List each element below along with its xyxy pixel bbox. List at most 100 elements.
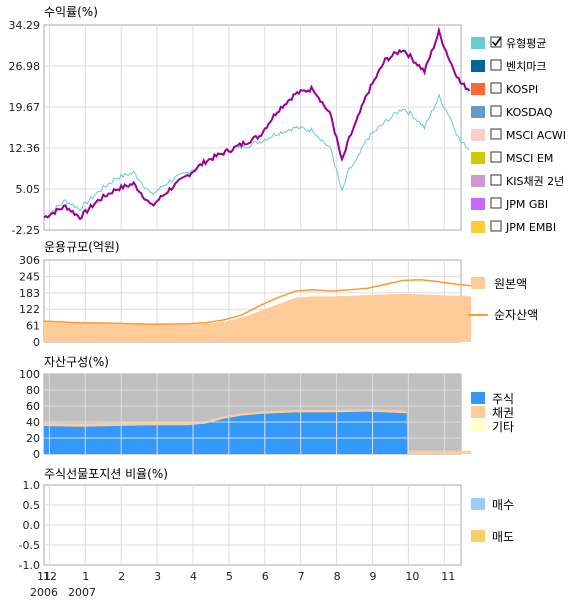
legend-checkbox[interactable] [490,174,502,186]
legend-swatch [471,106,485,118]
principal-area [44,293,472,342]
legend-label: 순자산액 [494,308,538,322]
y-tick-label: 34.29 [9,19,41,32]
y-tick-label: 0 [33,336,40,349]
y-tick-label: 306 [19,254,40,267]
legend-checkbox[interactable] [490,128,502,140]
x-tick-label: 10 [405,570,419,583]
y-tick-label: 19.67 [9,101,41,114]
legend-swatch [471,60,485,72]
y-tick-label: 183 [19,287,40,300]
aum-y-ticks: 306 245 183 122 61 0 [19,254,40,349]
x-tick-label: 6 [262,570,269,583]
x-tick-label: 1 [82,570,89,583]
legend-swatch [471,498,485,510]
legend-swatch [471,175,485,187]
legend-checkbox[interactable] [490,59,502,71]
legend-checkbox[interactable] [490,220,502,232]
returns-lines [43,26,471,221]
y-tick-label: 12.36 [9,142,41,155]
x-tick-label: 2 [118,570,125,583]
legend-label: 원본액 [494,277,527,291]
x-tick-label: 11 [441,570,455,583]
legend-label: KIS채권 2년 [506,175,564,188]
x-tick-label: 11 [37,570,51,583]
y-tick-label: 60 [26,400,40,413]
legend-label: 매도 [492,530,514,544]
legend-label: KOSDAQ [506,106,553,119]
x-tick-label: 3 [154,570,161,583]
legend-checkbox[interactable] [490,151,502,163]
y-tick-label: 40 [26,416,40,429]
legend-label: 주식 [492,392,514,406]
legend-swatch [471,198,485,210]
allocation-y-ticks: 100 80 60 40 20 0 [19,368,40,461]
y-tick-label: 1.0 [23,479,41,492]
legend-label: JPM GBI [505,198,548,211]
returns-plot-area [43,24,462,231]
x-tick-label: 9 [369,570,376,583]
x-tick-label: 8 [334,570,341,583]
legend-checkbox[interactable] [490,197,502,209]
y-tick-label: -0.5 [19,539,40,552]
legend-swatch [471,277,485,289]
futures-panel-title: 주식선물포지션 비율(%) [44,467,168,481]
allocation-gridlines [44,374,461,454]
legend-label: 벤치마크 [506,60,546,73]
x-tick-label: 7 [298,570,305,583]
fund-return-line [43,26,471,221]
y-tick-label: 5.05 [16,183,41,196]
legend-checkbox[interactable] [490,105,502,117]
legend-label: MSCI EM [506,152,553,165]
legend-checkbox[interactable] [490,36,502,48]
legend-label: KOSPI [506,83,538,96]
y-tick-label: 80 [26,384,40,397]
y-tick-label: 0.5 [23,499,41,512]
futures-y-ticks: 1.0 0.5 0.0 -0.5 -1.0 [19,479,40,572]
legend-swatch [471,37,485,49]
legend-label: 매수 [492,498,514,512]
y-tick-label: 122 [19,303,40,316]
legend-label: JPM EMBI [505,221,556,234]
y-tick-label: -1.0 [19,559,40,572]
legend-swatch [471,406,485,418]
returns-y-ticks: 34.29 26.98 19.67 12.36 5.05 -2.25 [9,19,41,237]
x-tick-label: 5 [226,570,233,583]
legend-label: 기타 [492,420,514,434]
y-tick-label: 100 [19,368,40,381]
legend-checkbox[interactable] [490,82,502,94]
legend-swatch [471,152,485,164]
category-average-line [43,93,470,218]
y-tick-label: 245 [19,270,40,283]
legend-swatch [471,420,485,432]
y-tick-label: 26.98 [9,60,41,73]
legend-swatch [471,83,485,95]
x-year-label: 2006 [30,586,58,599]
y-tick-label: 61 [26,320,40,333]
legend-label: MSCI ACWI [506,129,566,142]
aum-panel-title: 운용규모(억원) [44,240,120,254]
y-tick-label: 0 [33,448,40,461]
legend-swatch [471,129,485,141]
returns-panel-title: 수익률(%) [44,5,98,19]
legend-label: 유형평균 [506,37,546,50]
x-tick-label: 12 [43,570,57,583]
x-tick-label: 4 [190,570,197,583]
legend-swatch [471,392,485,404]
aum-areas [43,279,472,342]
checkmark-icon [491,37,502,47]
x-year-label: 2007 [68,586,96,599]
net-asset-line [43,279,472,326]
returns-gridlines [44,25,461,230]
allocation-areas [44,374,472,454]
y-tick-label: -2.25 [12,224,40,237]
y-tick-label: 20 [26,432,40,445]
legend-label: 채권 [492,406,514,420]
legend-swatch [471,221,485,233]
y-tick-label: 0.0 [23,519,41,532]
